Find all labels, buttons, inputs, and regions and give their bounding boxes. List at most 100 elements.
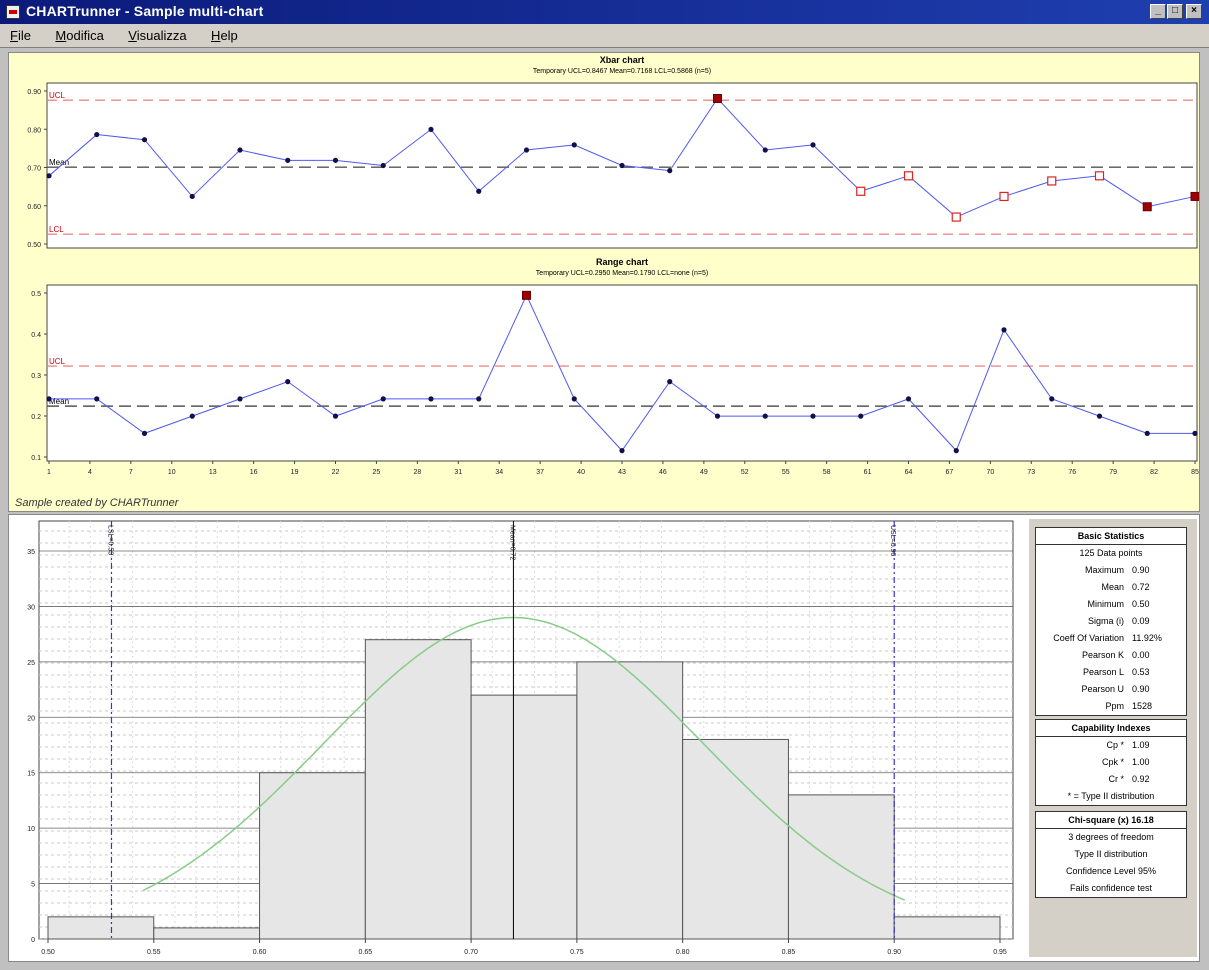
stat-label: Coeff Of Variation	[1053, 633, 1124, 643]
xbar-chart-subtitle: Temporary UCL=0.8467 Mean=0.7168 LCL=0.5…	[533, 68, 711, 75]
range-xtick-label: 64	[905, 469, 913, 476]
menu-help[interactable]: Help	[211, 28, 238, 43]
range-xtick-label: 22	[332, 469, 340, 476]
xbar-point	[619, 162, 625, 169]
range-point	[428, 396, 434, 402]
range-xtick-label: 61	[864, 469, 872, 476]
range-point	[953, 448, 959, 454]
xbar-chart-title: Xbar chart	[600, 55, 645, 65]
range-xtick-label: 19	[291, 469, 299, 476]
capability-indexes-title: Capability Indexes	[1036, 720, 1186, 737]
menu-file[interactable]: File	[10, 28, 31, 43]
range-point	[667, 379, 673, 385]
range-xtick-label: 85	[1191, 469, 1199, 476]
range-point	[141, 430, 148, 436]
range-xtick-label: 28	[413, 469, 421, 476]
xbar-ytick-label: 0.50	[27, 242, 41, 249]
hist-xtick-label: 0.95	[993, 949, 1007, 956]
xbar-ytick-label: 0.90	[27, 89, 41, 96]
stat-label: Minimum	[1087, 599, 1124, 609]
basic-statistics-title: Basic Statistics	[1036, 528, 1186, 545]
hist-ytick-label: 20	[27, 715, 35, 722]
mean-label: Mean=0.72	[508, 525, 515, 560]
spec-limit-label: LSL=0.53	[106, 525, 113, 555]
stat-row: Coeff Of Variation 11.92%	[1036, 630, 1186, 647]
stat-value: 0.09	[1132, 616, 1150, 626]
xbar-point	[667, 168, 673, 174]
maximize-button[interactable]: □	[1167, 4, 1183, 19]
range-xtick-label: 49	[700, 469, 708, 476]
xbar-ucl-label: UCL	[49, 91, 66, 100]
capability-indexes-box: Capability Indexes Cp * 1.09 Cpk * 1.00 Cr *…	[1035, 719, 1187, 806]
stat-row: Cpk * 1.00	[1036, 754, 1186, 771]
hist-xtick-label: 0.50	[41, 949, 55, 956]
range-point	[285, 379, 291, 385]
range-xtick-label: 37	[536, 469, 544, 476]
xbar-point	[762, 147, 768, 153]
stat-row: Pearson L 0.53	[1036, 664, 1186, 681]
histogram-bar	[893, 916, 1001, 940]
xbar-point	[94, 131, 100, 138]
close-button[interactable]: ×	[1186, 4, 1202, 19]
range-ytick-label: 0.1	[31, 455, 41, 462]
range-center-label: Mean	[49, 397, 69, 406]
stat-row: Mean 0.72	[1036, 579, 1186, 596]
xbar-point	[332, 157, 339, 163]
xbar-point	[46, 173, 52, 179]
xbar-point-flagged	[1094, 171, 1105, 181]
xbar-point-flagged	[951, 212, 961, 222]
chi-square-line: 3 degrees of freedom	[1068, 832, 1154, 842]
xbar-point-flagged	[856, 186, 866, 196]
stat-label: Pearson K	[1081, 650, 1124, 660]
menu-modifica[interactable]: Modifica	[55, 28, 104, 43]
xbar-chart: Xbar chart Temporary UCL=0.8467 Mean=0.71…	[27, 55, 1199, 249]
statistics-panel: Basic Statistics 125 Data points Maximum…	[1029, 519, 1197, 957]
range-xtick-label: 70	[986, 469, 994, 476]
range-point	[762, 413, 768, 419]
chi-square-line: Confidence Level 95%	[1065, 866, 1157, 876]
menu-visualizza[interactable]: Visualizza	[128, 28, 187, 43]
menu-bar: File Modifica Visualizza Help	[0, 24, 1209, 48]
range-plot-area	[46, 284, 1198, 462]
range-point	[94, 396, 100, 402]
range-point	[237, 396, 243, 402]
hist-xtick-label: 0.60	[253, 949, 267, 956]
hist-ytick-label: 25	[27, 660, 35, 667]
xbar-point	[380, 162, 386, 169]
stat-value: 0.90	[1132, 565, 1150, 575]
range-xtick-label: 25	[373, 469, 381, 476]
hist-xtick-label: 0.55	[147, 949, 161, 956]
range-xtick-label: 82	[1150, 469, 1158, 476]
stat-value: 0.53	[1132, 667, 1150, 677]
stat-label: Sigma (i)	[1087, 616, 1124, 626]
stat-label: Mean	[1101, 582, 1124, 592]
histogram-bar	[259, 772, 366, 940]
basic-statistics-box: Basic Statistics 125 Data points Maximum…	[1035, 527, 1187, 716]
xbar-center-label: Mean	[49, 158, 69, 167]
range-xtick-label: 10	[168, 469, 176, 476]
xbar-lcl-label: LCL	[49, 225, 64, 234]
range-xtick-label: 4	[88, 469, 92, 476]
hist-xtick-label: 0.80	[676, 949, 690, 956]
range-xtick-label: 52	[741, 469, 749, 476]
stat-value: 1.09	[1132, 740, 1150, 750]
range-xtick-label: 34	[495, 469, 503, 476]
chi-square-box: Chi-square (x) 16.18 3 degrees of freedo…	[1035, 811, 1187, 898]
range-ytick-label: 0.2	[31, 414, 41, 421]
xbar-point-flagged	[1047, 176, 1057, 186]
xbar-point-out-of-control	[1190, 191, 1199, 201]
hist-ytick-label: 35	[27, 549, 35, 556]
stat-value: 1.00	[1132, 757, 1150, 767]
range-xtick-label: 79	[1109, 469, 1117, 476]
histogram-bar	[470, 694, 578, 940]
range-chart: Range chart Temporary UCL=0.2950 Mean=0.1…	[31, 257, 1199, 476]
range-xtick-label: 46	[659, 469, 667, 476]
stat-row: Sigma (i) 0.09	[1036, 613, 1186, 630]
range-xtick-label: 16	[250, 469, 258, 476]
stat-label: Pearson L	[1082, 667, 1124, 677]
minimize-button[interactable]: _	[1150, 4, 1166, 19]
range-xtick-label: 40	[577, 469, 585, 476]
hist-ytick-label: 30	[27, 604, 35, 611]
range-point	[1192, 430, 1198, 436]
hist-xtick-label: 0.65	[359, 949, 373, 956]
